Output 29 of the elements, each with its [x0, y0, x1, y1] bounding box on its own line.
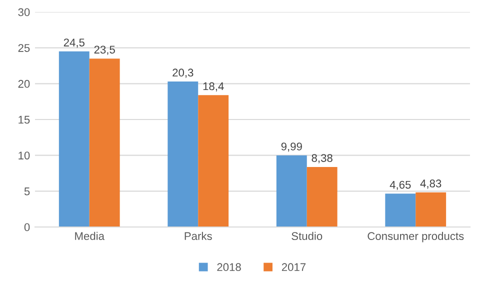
bar — [198, 95, 229, 227]
data-label: 9,99 — [281, 142, 302, 152]
bar — [416, 192, 446, 227]
bar — [89, 58, 120, 227]
bar — [276, 155, 307, 227]
y-tick-label: 30 — [18, 8, 30, 16]
legend-label: 2018 — [217, 263, 241, 272]
data-label: 8,38 — [312, 154, 332, 164]
data-label: 4,65 — [390, 180, 411, 190]
data-label: 24,5 — [64, 38, 84, 48]
data-label: 18,4 — [203, 82, 224, 92]
x-tick-label: Consumer products — [368, 232, 464, 242]
y-tick-label: 15 — [18, 116, 30, 124]
x-tick-label: Studio — [292, 232, 322, 240]
x-tick-label: Parks — [184, 232, 212, 240]
x-tick-label: Media — [75, 232, 105, 240]
bar — [306, 166, 338, 227]
data-label: 4,83 — [420, 180, 442, 189]
legend-label: 2017 — [282, 263, 306, 272]
bar — [58, 51, 90, 227]
data-label: 23,5 — [94, 46, 115, 55]
y-tick-label: 10 — [18, 152, 30, 160]
data-label: 20,3 — [172, 68, 194, 78]
y-tick-label: 25 — [18, 44, 30, 52]
y-tick-label: 5 — [24, 188, 30, 196]
y-tick-label: 20 — [18, 80, 30, 88]
bar — [385, 194, 416, 227]
bar — [168, 82, 198, 227]
y-tick-label: 0 — [24, 223, 30, 232]
